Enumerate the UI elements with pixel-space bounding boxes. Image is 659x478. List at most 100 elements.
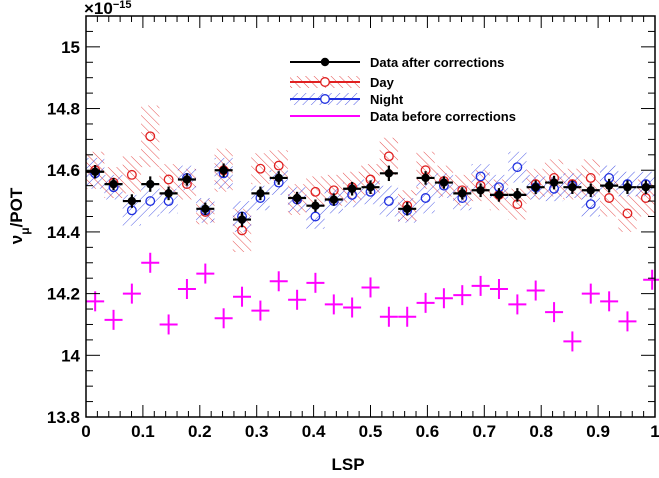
x-tick-label: 0.5 <box>359 422 383 441</box>
night-point <box>310 211 321 222</box>
after-corrections-point <box>508 188 527 202</box>
legend: Data after corrections Day Night Data befor… <box>290 55 516 124</box>
after-corrections-point <box>545 175 564 190</box>
after-corrections-point <box>489 188 508 202</box>
error-bands <box>86 105 655 252</box>
night-point <box>512 162 523 173</box>
after-corrections-point <box>177 173 196 186</box>
before-corrections-point <box>471 275 490 296</box>
before-corrections-point <box>600 291 619 312</box>
before-corrections-point <box>86 291 105 312</box>
x-tick-label: 0.8 <box>529 422 553 441</box>
day-point <box>145 131 156 142</box>
after-corrections-marker <box>604 181 614 190</box>
axis-ticks <box>85 15 656 418</box>
after-corrections-marker <box>292 193 302 203</box>
after-corrections-point <box>86 164 105 179</box>
after-corrections-marker <box>476 186 485 195</box>
after-corrections-point <box>526 180 545 194</box>
after-corrections-point <box>416 171 435 185</box>
after-corrections-marker <box>384 169 394 178</box>
y-tick-label: 14.8 <box>47 100 80 119</box>
before-corrections-point <box>489 278 508 299</box>
before-corrections-point <box>453 285 472 306</box>
after-corrections-marker <box>256 189 265 198</box>
after-corrections-marker <box>641 182 651 192</box>
before-corrections-point <box>177 278 196 299</box>
y-axis-title: νμ/POT <box>7 187 32 244</box>
after-corrections-marker <box>439 178 449 187</box>
before-corrections-point <box>545 302 564 323</box>
after-corrections-marker <box>586 186 595 195</box>
before-corrections-point <box>214 308 233 329</box>
y-tick-label: 14.2 <box>47 285 80 304</box>
before-corrections-point <box>398 306 417 327</box>
y-axis-title-main: ν <box>7 235 26 244</box>
day-point <box>255 163 266 174</box>
before-corrections-point <box>159 314 178 335</box>
y-tick-label: 14.4 <box>47 223 81 242</box>
y-tick-label: 15 <box>61 38 80 57</box>
y-tick-label: 14.6 <box>47 161 80 180</box>
after-corrections-point <box>288 191 307 205</box>
x-tick-label: 0.7 <box>472 422 496 441</box>
legend-entry: Day <box>290 75 395 90</box>
day-point <box>163 174 174 185</box>
after-corrections-point <box>233 211 252 228</box>
after-corrections-point <box>343 181 362 196</box>
legend-marker <box>320 94 330 104</box>
legend-entry: Night <box>290 92 404 107</box>
legend-label: Data before corrections <box>370 109 516 124</box>
legend-label: Night <box>370 92 404 107</box>
before-corrections-point <box>306 272 325 293</box>
before-corrections-point <box>269 271 288 292</box>
before-corrections-point <box>379 306 398 327</box>
after-corrections-point <box>379 165 398 182</box>
axis-tick-labels: 0 0.1 0.2 0.3 0.4 0.5 0.6 0.7 0.8 0.9 1 13.8 14 14.2 1… <box>47 38 659 441</box>
after-corrections-point <box>196 202 215 215</box>
x-tick-label: 1 <box>650 422 659 441</box>
after-corrections-marker <box>549 178 559 187</box>
legend-entry: Data after corrections <box>290 55 504 70</box>
legend-marker <box>320 57 330 67</box>
after-corrections-marker <box>568 182 577 192</box>
after-corrections-marker <box>237 215 247 224</box>
night-point <box>383 196 394 207</box>
before-corrections-point <box>618 311 637 332</box>
after-corrections-marker <box>531 182 540 192</box>
after-corrections-point <box>636 180 655 194</box>
after-corrections-marker <box>366 182 375 192</box>
after-corrections-marker <box>201 204 210 213</box>
after-corrections-point <box>618 180 637 194</box>
day-point <box>273 160 284 171</box>
x-tick-label: 0 <box>81 422 90 441</box>
y-axis-exponent: ×10−15 <box>84 0 132 18</box>
legend-marker <box>320 77 330 87</box>
y-tick-label: 13.8 <box>47 408 80 427</box>
day-point <box>604 193 615 203</box>
after-corrections-marker <box>458 189 467 198</box>
y-axis-exponent-power: −15 <box>113 0 132 11</box>
before-corrections-point <box>288 289 307 310</box>
after-corrections-marker <box>329 195 338 204</box>
after-corrections-marker <box>274 173 283 183</box>
x-tick-label: 0.4 <box>302 422 326 441</box>
after-corrections-point <box>361 180 380 194</box>
before-corrections-point <box>508 294 527 315</box>
x-tick-label: 0.6 <box>416 422 440 441</box>
before-corrections-point <box>526 280 545 301</box>
after-corrections-point <box>563 180 582 194</box>
before-corrections-point <box>563 331 582 352</box>
after-corrections-point <box>581 183 600 198</box>
day-point <box>383 151 394 162</box>
after-corrections-marker <box>90 167 100 176</box>
night-point <box>585 199 596 210</box>
after-corrections-marker <box>127 196 137 206</box>
after-corrections-marker <box>164 189 173 198</box>
after-corrections-point <box>398 202 417 216</box>
y-axis-title-sub: μ <box>18 227 32 234</box>
y-tick-label: 14 <box>61 346 80 365</box>
night-point <box>475 171 486 182</box>
legend-entry: Data before corrections <box>290 109 516 124</box>
